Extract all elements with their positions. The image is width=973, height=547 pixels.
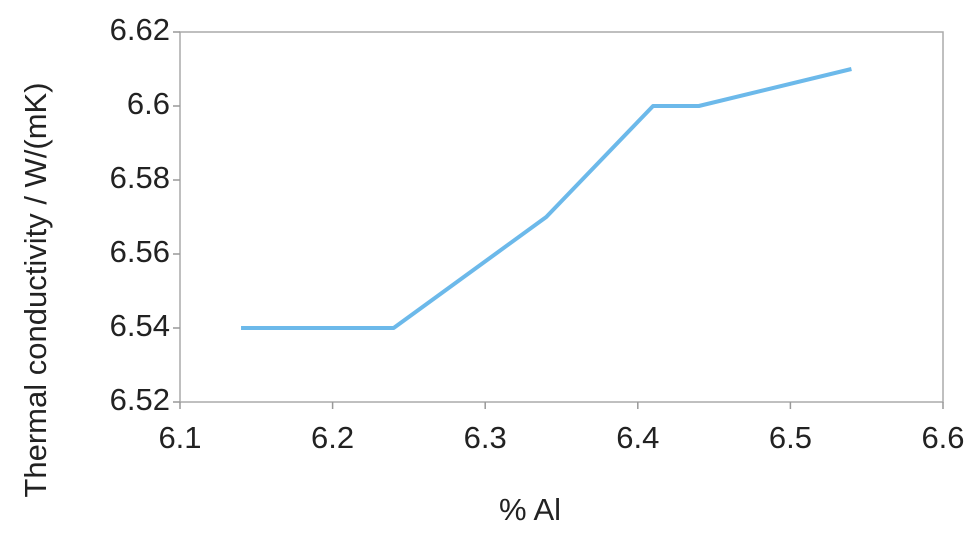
plot-frame: [179, 31, 944, 403]
data-line: [241, 67, 852, 330]
y-tick-label: 6.6: [127, 86, 170, 121]
y-tick-label: 6.58: [110, 160, 170, 195]
y-tick-label: 6.56: [110, 234, 170, 269]
y-axis-label: Thermal conductivity / W/(mK): [18, 82, 53, 497]
x-axis-label: % Al: [499, 492, 561, 527]
x-tick-label: 6.6: [921, 420, 964, 455]
y-tick-label: 6.52: [110, 382, 170, 417]
y-tick-label: 6.54: [110, 308, 170, 343]
x-tick-label: 6.5: [769, 420, 812, 455]
x-tick-label: 6.4: [616, 420, 659, 455]
x-tick-label: 6.2: [311, 420, 354, 455]
x-tick-label: 6.1: [158, 420, 201, 455]
y-tick-label: 6.62: [110, 12, 170, 47]
x-tick-label: 6.3: [464, 420, 507, 455]
